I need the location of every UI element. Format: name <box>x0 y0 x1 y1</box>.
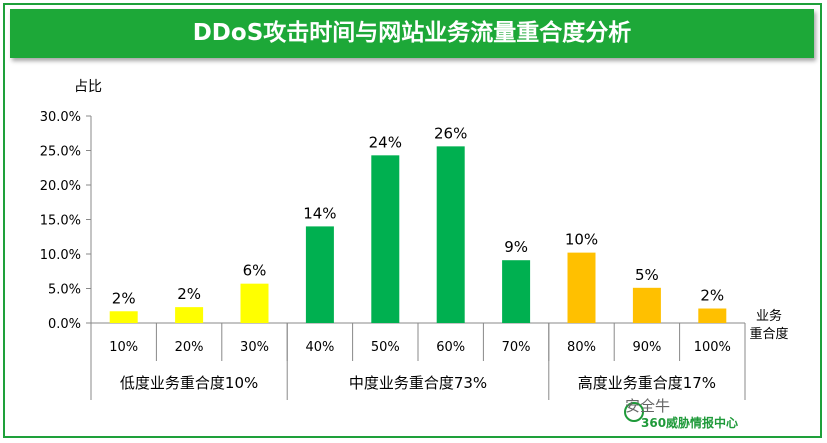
x-tick-label: 10% <box>109 340 138 355</box>
bar <box>567 252 596 323</box>
data-label: 2% <box>177 285 201 303</box>
x-axis-label-line1: 业务 <box>756 308 782 324</box>
bar <box>502 260 531 323</box>
data-label: 24% <box>369 133 402 151</box>
watermark-text: 安全牛 <box>625 397 671 415</box>
bar <box>371 155 400 323</box>
title-bar: DDoS攻击时间与网站业务流量重合度分析 <box>10 9 814 58</box>
bar <box>436 146 465 323</box>
x-tick-label: 60% <box>436 340 465 355</box>
watermark-subtext: 360威胁情报中心 <box>641 416 739 430</box>
y-tick-label: 25.0% <box>40 145 81 160</box>
x-tick-label: 100% <box>694 340 731 355</box>
data-label: 5% <box>635 266 659 284</box>
bar <box>632 287 661 323</box>
x-tick-label: 20% <box>175 340 204 355</box>
x-axis-label-line2: 重合度 <box>749 326 788 342</box>
data-label: 2% <box>700 287 724 305</box>
y-axis-label: 占比 <box>74 79 102 95</box>
data-label: 2% <box>112 289 136 307</box>
group-label: 高度业务重合度17% <box>578 374 716 392</box>
x-tick-label: 70% <box>502 340 531 355</box>
chart-title: DDoS攻击时间与网站业务流量重合度分析 <box>192 20 632 46</box>
y-tick-label: 20.0% <box>40 179 81 194</box>
data-label: 6% <box>243 262 267 280</box>
x-tick-label: 40% <box>305 340 334 355</box>
group-label: 低度业务重合度10% <box>120 374 258 392</box>
x-tick-label: 30% <box>240 340 269 355</box>
x-tick-label: 80% <box>567 340 596 355</box>
y-tick-label: 30.0% <box>40 110 81 125</box>
watermark-seal-icon <box>624 402 644 422</box>
data-label: 9% <box>504 238 528 256</box>
data-label: 10% <box>565 231 598 249</box>
bar <box>109 311 138 323</box>
y-tick-label: 5.0% <box>48 283 81 298</box>
y-tick-label: 0.0% <box>48 317 81 332</box>
data-label: 26% <box>434 124 467 142</box>
x-tick-label: 50% <box>371 340 400 355</box>
chart-frame <box>3 3 822 438</box>
y-tick-label: 10.0% <box>40 248 81 263</box>
x-tick-label: 90% <box>632 340 661 355</box>
bar <box>698 308 727 323</box>
data-label: 14% <box>303 204 336 222</box>
bar <box>175 307 204 323</box>
y-tick-label: 15.0% <box>40 214 81 229</box>
bar <box>305 226 334 323</box>
bar <box>240 283 269 323</box>
group-label: 中度业务重合度73% <box>349 374 487 392</box>
